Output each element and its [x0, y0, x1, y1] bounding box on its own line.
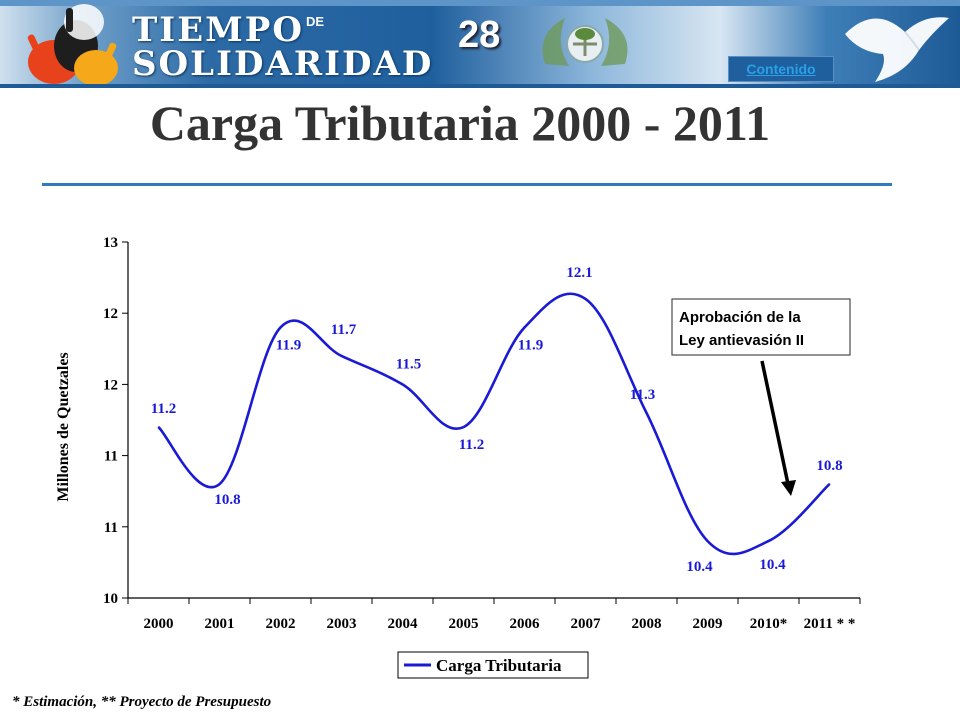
brand-de: DE — [306, 14, 325, 29]
y-tick-label: 13 — [103, 235, 118, 251]
data-label: 12.1 — [566, 265, 592, 281]
series-point — [279, 326, 282, 329]
legend-label: Carga Tributaria — [436, 656, 562, 675]
annotation-group: Aprobación de la Ley antievasión II — [671, 298, 851, 496]
data-label: 11.7 — [331, 322, 357, 338]
data-label: 10.4 — [759, 557, 786, 573]
banner-top-stripe — [0, 0, 960, 6]
chart-legend: Carga Tributaria — [397, 651, 589, 679]
data-label: 10.8 — [214, 492, 240, 508]
header-banner: TIEMPO DE SOLIDARIDAD 28 Contenido — [0, 0, 960, 88]
coat-of-arms-icon — [542, 18, 628, 66]
annotation-line2: Ley antievasión II — [679, 332, 804, 349]
title-divider — [42, 183, 892, 186]
x-tick-label: 2011 * * — [804, 616, 856, 632]
data-labels: 11.2 10.8 11.9 11.7 11.5 11.2 11.9 12.1 11.3 10.4… — [151, 265, 843, 575]
series-point — [523, 326, 526, 329]
series-point — [828, 483, 831, 485]
x-tick-label: 2001 — [205, 616, 235, 632]
annotation-arrow — [760, 360, 790, 485]
x-tick-label: 2003 — [327, 616, 357, 632]
series-point — [340, 355, 343, 357]
data-label: 10.4 — [686, 559, 713, 575]
annotation-arrowhead — [781, 480, 796, 496]
dove-icon — [845, 17, 949, 82]
slide-title: Carga Tributaria 2000 - 2011 — [149, 95, 771, 151]
chart-axes — [127, 242, 860, 599]
x-tick-label: 2006 — [510, 616, 541, 632]
x-tick-label: 2010* — [750, 616, 788, 632]
brand-line1: TIEMPO — [132, 10, 304, 50]
slide-number: 28 — [458, 14, 501, 56]
data-label: 10.8 — [816, 458, 842, 474]
y-tick-label: 12 — [103, 377, 118, 393]
banner-bottom-stripe — [0, 84, 960, 88]
series-point — [767, 540, 770, 542]
x-tick-label: 2009 — [693, 616, 723, 632]
series-point — [706, 540, 709, 542]
data-label: 11.2 — [459, 437, 484, 453]
x-tick-label: 2000 — [144, 616, 174, 632]
x-tick-label: 2004 — [388, 616, 419, 632]
y-axis-label: Millones de Quetzales — [55, 352, 72, 501]
data-label: 11.3 — [630, 387, 655, 403]
series-point — [218, 483, 221, 485]
data-label: 11.9 — [518, 337, 543, 353]
x-tick-label: 2002 — [266, 616, 296, 632]
data-label: 11.2 — [151, 401, 176, 417]
series-point — [157, 426, 160, 428]
y-axis-ticks: 10 11 11 12 12 13 — [103, 235, 128, 607]
data-label: 11.9 — [276, 337, 301, 353]
series-point — [645, 412, 648, 414]
y-tick-label: 11 — [104, 520, 118, 536]
data-label: 11.5 — [396, 356, 421, 372]
series-layer — [157, 292, 831, 556]
brand-line2: SOLIDARIDAD — [132, 44, 434, 84]
x-tick-label: 2007 — [571, 616, 602, 632]
x-tick-label: 2005 — [449, 616, 479, 632]
contenido-link[interactable]: Contenido — [728, 56, 834, 82]
x-tick-label: 2008 — [632, 616, 662, 632]
series-point — [462, 426, 465, 428]
hands-logo-icon — [27, 4, 118, 86]
annotation-box — [671, 298, 851, 356]
x-axis-ticks: 2000 2001 2002 2003 2004 2005 2006 2007 2008 2009… — [127, 598, 861, 632]
annotation-line1: Aprobación de la — [679, 309, 801, 326]
y-tick-label: 12 — [103, 306, 118, 322]
footnote: * Estimación, ** Proyecto de Presupuesto — [12, 694, 272, 710]
y-tick-label: 10 — [103, 591, 118, 607]
y-tick-label: 11 — [104, 449, 118, 465]
series-point — [401, 383, 404, 386]
series-point — [584, 298, 587, 300]
